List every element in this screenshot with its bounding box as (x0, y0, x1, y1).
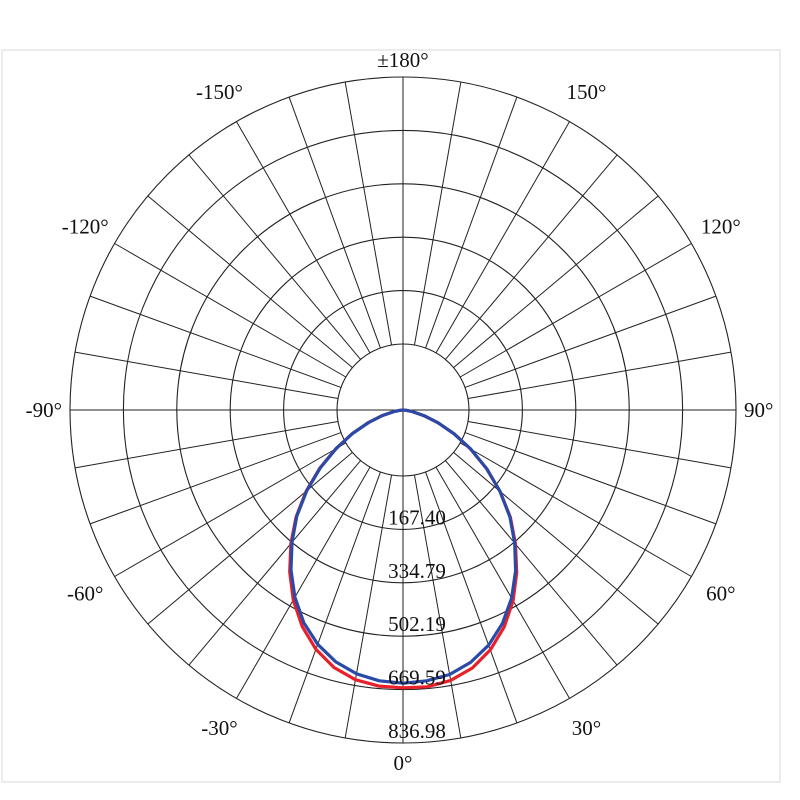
grid-spoke (464, 432, 717, 525)
grid-spoke (288, 96, 381, 349)
angle-label: 30° (572, 716, 601, 740)
radial-tick-label: 167.40 (388, 505, 446, 529)
radial-tick-label: 836.98 (388, 719, 446, 743)
grid-spoke (453, 195, 659, 368)
radial-tick-label: 334.79 (388, 559, 446, 583)
grid-spoke (147, 452, 353, 625)
angle-label: -90° (26, 398, 62, 422)
grid-spoke (445, 154, 618, 360)
grid-spoke (425, 96, 518, 349)
grid-spoke (425, 471, 518, 724)
chart-frame (1, 49, 781, 783)
grid-spoke (459, 442, 692, 577)
angle-label: -30° (201, 716, 237, 740)
grid-spoke (467, 420, 732, 469)
grid-spoke (344, 474, 393, 739)
grid-spoke (435, 121, 570, 354)
angle-label: 90° (744, 398, 773, 422)
grid-spoke (453, 452, 659, 625)
radial-tick-label: 669.59 (388, 666, 446, 690)
angle-label: 120° (701, 215, 741, 239)
angle-label: -120° (62, 215, 109, 239)
grid-spoke (459, 243, 692, 378)
grid-spoke (288, 471, 381, 724)
series-layer (288, 408, 519, 690)
grid-spoke (188, 460, 361, 666)
angle-label: 150° (567, 80, 607, 104)
radial-tick-labels: 167.40 334.79 502.19 669.59 836.98 (388, 505, 446, 743)
grid-spoke (236, 121, 371, 354)
grid-spoke (464, 295, 717, 388)
angle-labels: ±180° -150° 150° -120° 120° -90° 90° -60° 60° -30… (26, 48, 774, 775)
grid-spoke (413, 81, 462, 346)
angle-label: ±180° (377, 48, 428, 72)
grid-spoke (74, 420, 339, 469)
grid-spoke (188, 154, 361, 360)
angle-label: 0° (394, 751, 413, 775)
grid-spoke (435, 466, 570, 699)
angle-label: 60° (706, 582, 735, 606)
grid-spoke (236, 466, 371, 699)
grid-spoke (445, 460, 618, 666)
angle-label: -60° (67, 582, 103, 606)
grid-spoke (467, 351, 732, 400)
grid-spoke (114, 442, 347, 577)
grid-spoke (147, 195, 353, 368)
grid-spoke (114, 243, 347, 378)
grid-spoke (344, 81, 393, 346)
radial-tick-label: 502.19 (388, 612, 446, 636)
grid-spoke (413, 474, 462, 739)
grid-spoke (74, 351, 339, 400)
angle-label: -150° (196, 80, 243, 104)
grid-spoke (89, 295, 342, 388)
grid-spoke (89, 432, 342, 525)
series-blue-curve (289, 408, 518, 685)
